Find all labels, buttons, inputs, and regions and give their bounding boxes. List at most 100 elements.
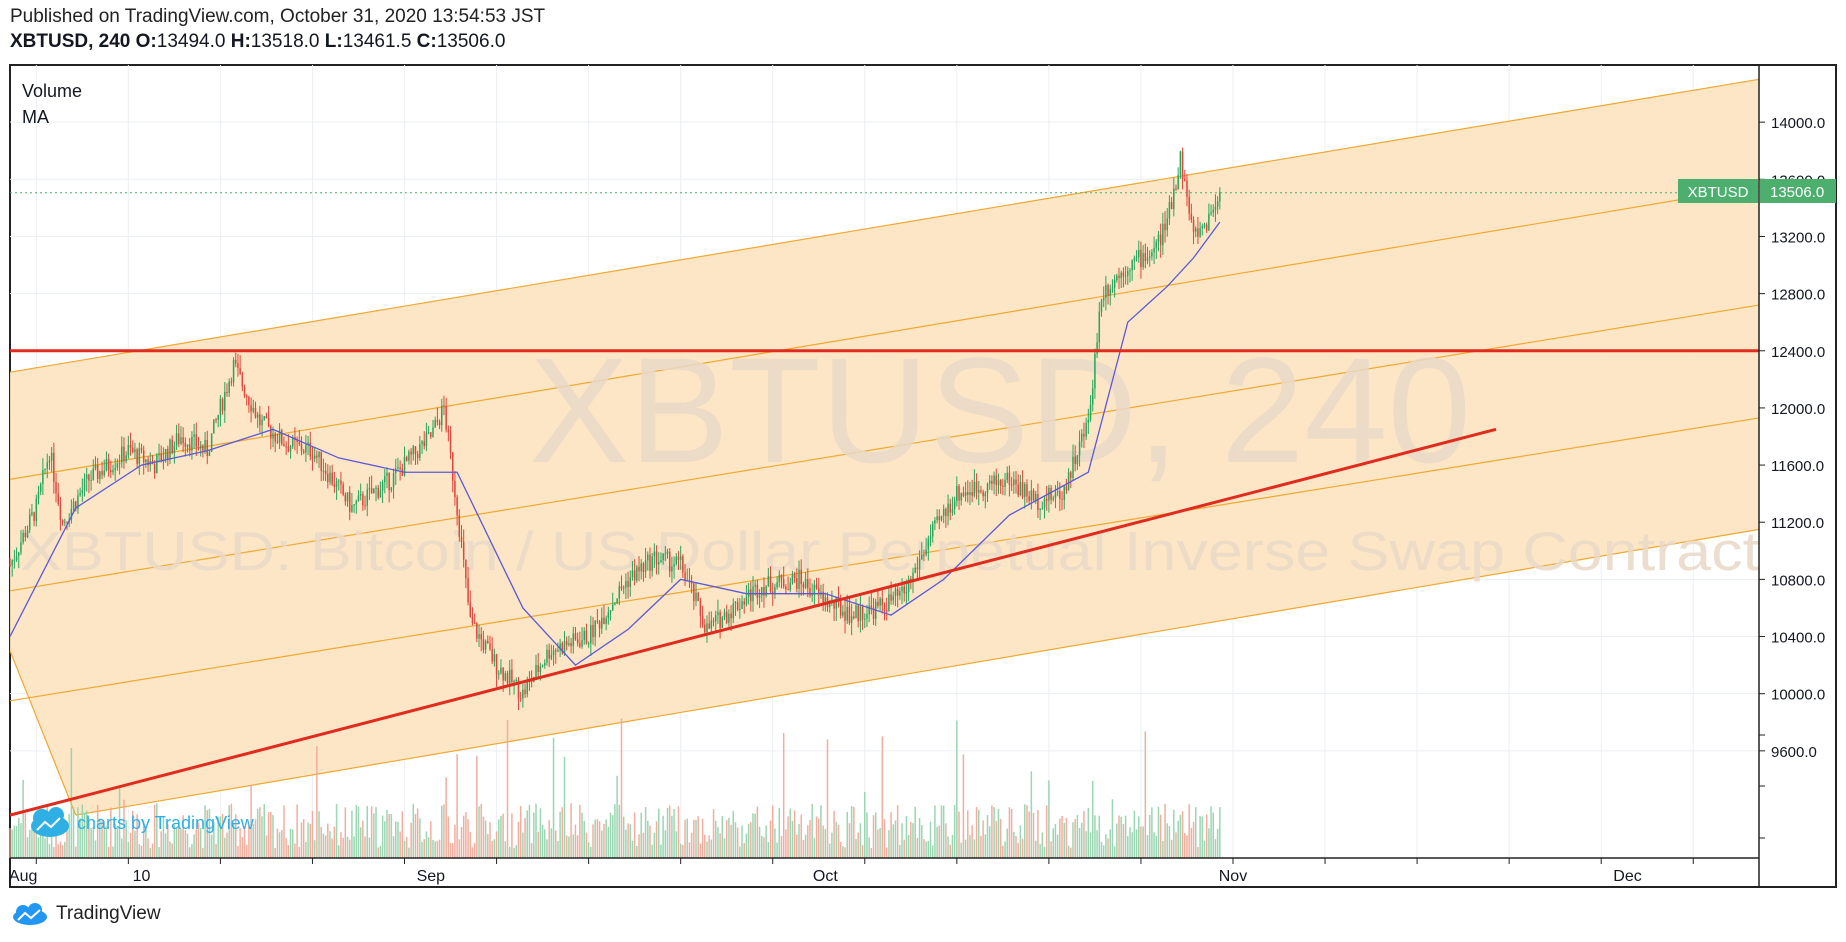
legend-volume[interactable]: Volume [22, 81, 82, 101]
volume-bar [730, 824, 732, 858]
watermark-symbol: XBTUSD, 240 [529, 326, 1471, 494]
volume-bar [114, 823, 116, 858]
volume-bar [44, 838, 46, 858]
candle-body [767, 576, 770, 587]
volume-bar [728, 817, 730, 858]
volume-bar [1102, 845, 1105, 858]
candle-body [460, 536, 463, 542]
candle-body [256, 414, 259, 418]
volume-bar [309, 823, 312, 858]
volume-bar [850, 806, 853, 858]
volume-bar [289, 828, 292, 858]
candle-body [822, 591, 824, 605]
volume-bar [1142, 826, 1144, 858]
volume-bar [710, 839, 713, 858]
volume-bar [252, 824, 255, 858]
volume-bar [1157, 806, 1160, 858]
volume-bar [662, 815, 664, 858]
candle-body [217, 415, 219, 420]
candle-body [1017, 484, 1019, 496]
candle-body [754, 584, 756, 587]
volume-bar [885, 847, 888, 858]
candle-body [508, 669, 511, 684]
candle-body [476, 623, 478, 639]
candle-body [993, 475, 995, 484]
volume-bar [1146, 834, 1149, 858]
ohlc-line: XBTUSD, 240 O:13494.0 H:13518.0 L:13461.… [10, 31, 505, 53]
candle-body [798, 569, 800, 589]
low-value: 13461.5 [342, 31, 412, 52]
volume-bar [815, 816, 818, 858]
volume-bar [1100, 841, 1103, 858]
volume-bar [598, 821, 601, 858]
volume-bar [399, 831, 401, 858]
volume-bar [217, 816, 219, 858]
volume-bar [719, 833, 721, 858]
volume-bar [811, 803, 813, 858]
volume-bar [991, 805, 993, 858]
candle-body [778, 574, 781, 583]
candle-body [24, 533, 27, 538]
candle-body [270, 426, 272, 439]
volume-bar [986, 814, 989, 858]
candle-body [916, 567, 919, 570]
candle-body [616, 598, 618, 604]
candle-body [184, 443, 187, 447]
candle-body [37, 491, 40, 499]
volume-bar [605, 819, 607, 858]
tradingview-footer-label: TradingView [56, 903, 161, 924]
volume-bars [9, 718, 1221, 858]
volume-bar [747, 823, 750, 858]
volume-bar [318, 811, 320, 858]
candle-body [274, 433, 276, 442]
candle-body [631, 570, 634, 578]
candle-body [88, 474, 90, 481]
volume-bar [988, 826, 991, 858]
ma-line [9, 221, 1221, 666]
volume-bar [338, 845, 340, 858]
candle-body [804, 578, 807, 588]
candle-body [877, 601, 879, 606]
candle-body [83, 478, 86, 491]
charts-by-tradingview[interactable]: charts by TradingView [31, 807, 255, 837]
volume-bar [287, 844, 290, 858]
y-tick-label: 11200.0 [1771, 515, 1824, 532]
candle-body [728, 613, 730, 623]
candle-body [153, 464, 156, 474]
volume-bar [302, 819, 305, 858]
volume-bar [158, 847, 160, 858]
volume-bar [1096, 830, 1098, 858]
candle-body [252, 407, 255, 412]
volume-bar [522, 832, 524, 858]
candle-body [999, 480, 1002, 486]
candle-body [175, 433, 178, 446]
candle-body [701, 615, 704, 625]
candle-body [449, 432, 452, 453]
candle-body [907, 578, 910, 592]
candle-body [344, 494, 347, 502]
legend-ma[interactable]: MA [22, 107, 49, 127]
time-axis[interactable]: Aug 10 Sep Oct Nov Dec [9, 858, 1694, 885]
candle-body [381, 482, 384, 491]
volume-bar [1127, 836, 1129, 858]
volume-bar [807, 825, 809, 858]
candle-body [28, 514, 31, 530]
tradingview-footer[interactable]: TradingView [10, 902, 161, 926]
candle-body [846, 606, 848, 621]
volume-bar [283, 805, 285, 858]
volume-bar [24, 813, 27, 858]
volume-bar [134, 830, 136, 858]
volume-bar [658, 808, 660, 858]
candle-body [844, 611, 846, 621]
candle-body [316, 455, 318, 458]
volume-bar [800, 814, 802, 858]
candle-body [55, 482, 57, 494]
volume-bar [874, 812, 877, 858]
price-axis[interactable]: 9600.0 10000.0 10400.0 10800.0 11200.0 11600.… [1759, 115, 1825, 839]
volume-bar [561, 807, 564, 858]
candle-body [11, 560, 13, 566]
volume-bar [927, 840, 930, 858]
volume-bar [1078, 827, 1081, 858]
volume-bar [1067, 845, 1070, 858]
